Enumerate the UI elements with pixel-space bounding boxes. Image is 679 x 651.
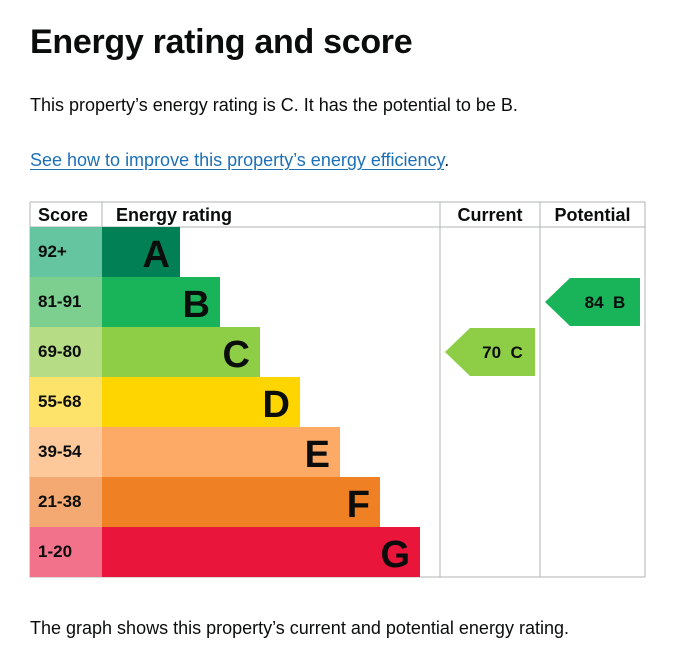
score-range-label: 81-91 (38, 292, 81, 311)
page-title: Energy rating and score (30, 23, 413, 61)
current-rating-arrow: 70 C (445, 328, 535, 376)
current-header: Current (457, 205, 522, 225)
rating-bar (102, 377, 300, 427)
rating-band-g: 1-20 G (30, 527, 420, 577)
rating-bar (102, 477, 380, 527)
score-cell (30, 327, 102, 377)
rating-band-a: 92+ A (30, 227, 180, 277)
rating-letter: A (143, 234, 170, 276)
rating-bar (102, 277, 220, 327)
arrow-label: 84 B (585, 293, 626, 312)
rating-band-d: 55-68 D (30, 377, 300, 427)
arrow-shape (445, 328, 535, 376)
score-cell (30, 377, 102, 427)
score-header: Score (38, 205, 88, 225)
rating-letter: D (263, 384, 290, 426)
rating-bar (102, 427, 340, 477)
link-suffix: . (444, 150, 450, 170)
improve-efficiency-link[interactable]: See how to improve this property’s energ… (30, 150, 445, 170)
graph-caption: The graph shows this property’s current … (30, 618, 569, 638)
score-range-label: 55-68 (38, 392, 81, 411)
rating-bar (102, 327, 260, 377)
rating-arrows: 70 C 84 B (445, 278, 640, 376)
rating-band-b: 81-91 B (30, 277, 220, 327)
rating-band-c: 69-80 C (30, 327, 260, 377)
rating-letter: G (380, 534, 410, 576)
score-range-label: 92+ (38, 242, 67, 261)
score-cell (30, 277, 102, 327)
rating-letter: F (347, 484, 370, 526)
improve-link-line: See how to improve this property’s energ… (30, 148, 449, 172)
score-cell (30, 477, 102, 527)
score-range-label: 21-38 (38, 492, 81, 511)
score-cell (30, 227, 102, 277)
rating-band-f: 21-38 F (30, 477, 380, 527)
rating-band-e: 39-54 E (30, 427, 340, 477)
arrow-shape (545, 278, 640, 326)
rating-bar (102, 527, 420, 577)
potential-header: Potential (554, 205, 630, 225)
rating-letter: C (223, 334, 250, 376)
rating-letter: B (183, 284, 210, 326)
rating-bands: 92+ A 81-91 B 69-80 C 55-68 D 39-54 E 21-38 F 1-20 G (30, 227, 420, 577)
rating-summary: This property’s energy rating is C. It h… (30, 95, 518, 115)
score-range-label: 39-54 (38, 442, 82, 461)
energy-rating-header: Energy rating (116, 205, 232, 225)
score-range-label: 69-80 (38, 342, 81, 361)
score-range-label: 1-20 (38, 542, 72, 561)
potential-rating-arrow: 84 B (545, 278, 640, 326)
rating-bar (102, 227, 180, 277)
score-cell (30, 427, 102, 477)
arrow-label: 70 C (482, 343, 523, 362)
rating-letter: E (305, 434, 330, 476)
score-cell (30, 527, 102, 577)
